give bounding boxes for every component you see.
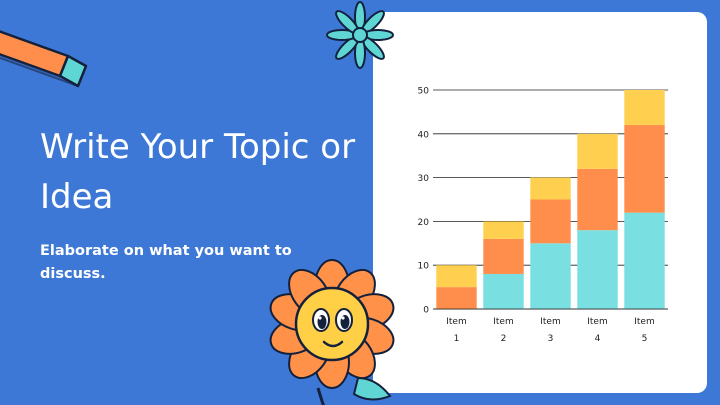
bar-segment [436,265,477,288]
y-tick-label: 10 [418,262,430,272]
x-tick-label: Item [446,317,467,327]
x-tick-label: Item [634,317,655,327]
slide-subtitle: Elaborate on what you want to discuss. [40,243,292,282]
chalk-stick-icon [0,30,88,88]
y-tick-label: 30 [418,174,430,184]
y-tick-label: 20 [418,218,430,228]
bar-segment [483,238,524,274]
x-tick-label: 2 [501,334,507,344]
y-tick-label: 50 [418,87,430,97]
bar-segment [483,221,524,239]
x-tick-label: Item [540,317,561,327]
teal-starburst-icon [326,1,394,69]
x-tick-label: 5 [642,334,648,344]
y-tick-label: 0 [423,306,429,316]
bar-segment [577,168,618,231]
slide-title: Write Your Topic or Idea [40,127,356,217]
x-tick-label: 1 [454,334,460,344]
x-tick-label: Item [493,317,514,327]
bar-segment [436,287,477,309]
bar-segment [530,199,571,244]
bar-segment [483,273,524,309]
bar-segment [530,177,571,200]
bar-segment [624,125,665,213]
x-tick-label: 3 [548,334,554,344]
bar-segment [577,133,618,169]
smiling-flower-icon [269,259,395,405]
x-tick-label: Item [587,317,608,327]
bar-segment [624,212,665,309]
stacked-bar-chart: 0 10 20 30 40 50 Item 1 Item 2 Item 3 Item 4 Item 5 [418,87,668,344]
bar-segment [530,243,571,309]
x-tick-label: 4 [595,334,601,344]
bar-segment [624,90,665,126]
bar-segment [577,230,618,309]
y-tick-label: 40 [418,130,430,140]
